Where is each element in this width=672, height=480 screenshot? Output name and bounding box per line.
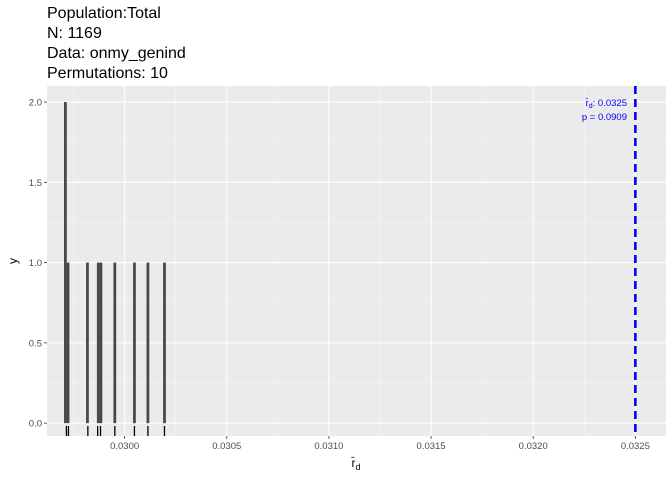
x-tick-label: 0.0305: [212, 441, 241, 452]
histogram-bar: [113, 262, 117, 424]
title-data: Data: onmy_genind: [47, 45, 186, 62]
y-tick-label: 2.0: [29, 98, 42, 109]
title-n: N: 1169: [47, 25, 102, 42]
title-permutations: Permutations: 10: [47, 65, 168, 82]
x-tick-label: 0.0310: [314, 441, 343, 452]
histogram-bar: [133, 262, 136, 424]
annotation-subscript: d: [589, 103, 593, 110]
y-axis: 0.0 0.5 1.0 1.5 2.0: [29, 98, 47, 430]
y-tick-label: 0.5: [29, 338, 42, 349]
rug-marks: [65, 426, 166, 436]
y-tick-label: 0.0: [29, 419, 42, 430]
grid-minor: [47, 86, 666, 436]
annotation-stat: r̄d: 0.0325: [585, 98, 627, 110]
y-axis-title: y: [6, 258, 20, 264]
histogram-bar: [66, 262, 70, 424]
y-tick-label: 1.5: [29, 178, 42, 189]
x-tick-label: 0.0300: [110, 441, 139, 452]
histogram-bar: [96, 262, 100, 424]
histogram-bar: [163, 262, 166, 424]
x-tick-label: 0.0325: [621, 441, 650, 452]
x-tick-label: 0.0320: [519, 441, 548, 452]
plot-panel: [47, 86, 666, 436]
x-axis: 0.0300 0.0305 0.0310 0.0315 0.0320 0.0325: [110, 436, 650, 452]
histogram-bars: [64, 102, 166, 424]
histogram-bar: [64, 102, 67, 424]
x-axis-title-symbol: r̄: [351, 456, 356, 470]
histogram-bar: [86, 262, 89, 424]
histogram-bar: [99, 262, 103, 424]
annotation-p-value: p = 0.0909: [582, 112, 627, 123]
x-axis-title-subscript: d: [355, 462, 360, 472]
chart-title-block: Population:Total N: 1169 Data: onmy_geni…: [47, 4, 186, 84]
annotation-value: : 0.0325: [593, 98, 627, 109]
title-population: Population:Total: [47, 5, 161, 22]
annotation-symbol: r̄: [585, 98, 589, 109]
x-axis-title: r̄d: [351, 456, 361, 472]
histogram-bar: [146, 262, 150, 424]
y-tick-label: 1.0: [29, 258, 42, 269]
x-tick-label: 0.0315: [417, 441, 446, 452]
